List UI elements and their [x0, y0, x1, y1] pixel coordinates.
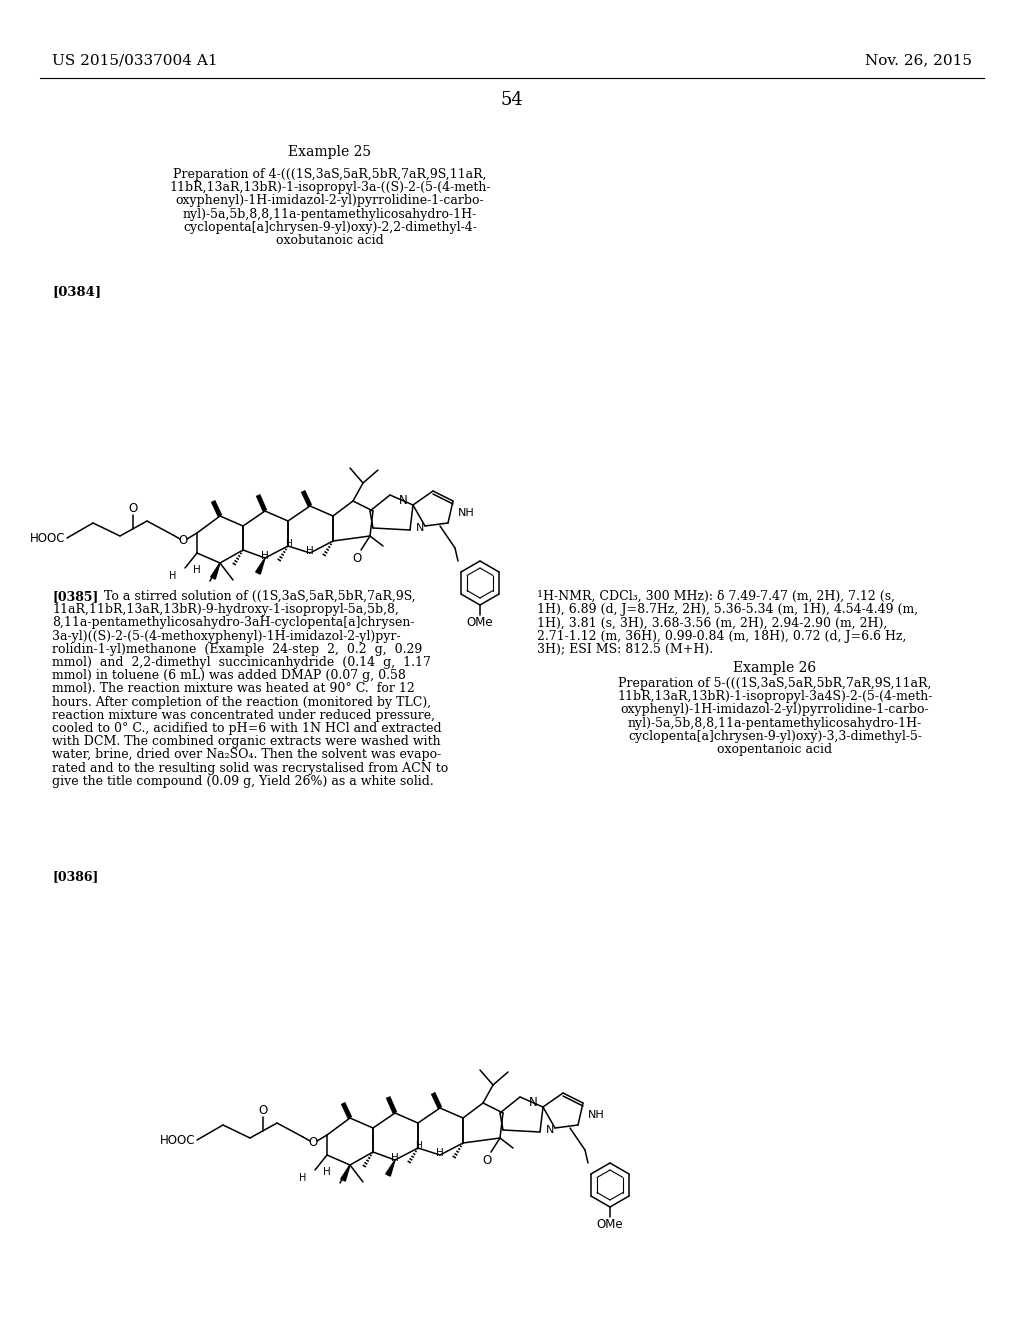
Text: cyclopenta[a]chrysen-9-yl)oxy)-3,3-dimethyl-5-: cyclopenta[a]chrysen-9-yl)oxy)-3,3-dimet… [628, 730, 922, 743]
Text: N: N [528, 1096, 538, 1109]
Text: HOOC: HOOC [30, 532, 65, 544]
Text: mmol)  and  2,2-dimethyl  succinicanhydride  (0.14  g,  1.17: mmol) and 2,2-dimethyl succinicanhydride… [52, 656, 431, 669]
Text: Preparation of 4-(((1S,3aS,5aR,5bR,7aR,9S,11aR,: Preparation of 4-(((1S,3aS,5aR,5bR,7aR,9… [173, 168, 486, 181]
Text: mmol) in toluene (6 mL) was added DMAP (0.07 g, 0.58: mmol) in toluene (6 mL) was added DMAP (… [52, 669, 406, 682]
Text: 2.71-1.12 (m, 36H), 0.99-0.84 (m, 18H), 0.72 (d, J=6.6 Hz,: 2.71-1.12 (m, 36H), 0.99-0.84 (m, 18H), … [537, 630, 906, 643]
Text: hours. After completion of the reaction (monitored by TLC),: hours. After completion of the reaction … [52, 696, 431, 709]
Polygon shape [386, 1160, 395, 1176]
Text: H: H [261, 550, 269, 561]
Text: H: H [306, 546, 314, 556]
Polygon shape [341, 1166, 350, 1181]
Text: oxyphenyl)-1H-imidazol-2-yl)pyrrolidine-1-carbo-: oxyphenyl)-1H-imidazol-2-yl)pyrrolidine-… [176, 194, 484, 207]
Text: 1H), 3.81 (s, 3H), 3.68-3.56 (m, 2H), 2.94-2.90 (m, 2H),: 1H), 3.81 (s, 3H), 3.68-3.56 (m, 2H), 2.… [537, 616, 887, 630]
Text: Example 26: Example 26 [733, 661, 816, 675]
Text: with DCM. The combined organic extracts were washed with: with DCM. The combined organic extracts … [52, 735, 440, 748]
Text: Example 25: Example 25 [289, 145, 372, 158]
Text: Nov. 26, 2015: Nov. 26, 2015 [865, 53, 972, 67]
Text: nyl)-5a,5b,8,8,11a-pentamethylicosahydro-1H-: nyl)-5a,5b,8,8,11a-pentamethylicosahydro… [628, 717, 923, 730]
Text: HOOC: HOOC [160, 1134, 195, 1147]
Text: O: O [482, 1154, 492, 1167]
Text: [0384]: [0384] [52, 285, 101, 298]
Polygon shape [211, 564, 220, 579]
Text: H: H [299, 1173, 306, 1183]
Text: H: H [169, 572, 177, 581]
Text: oxyphenyl)-1H-imidazol-2-yl)pyrrolidine-1-carbo-: oxyphenyl)-1H-imidazol-2-yl)pyrrolidine-… [621, 704, 930, 717]
Text: To a stirred solution of ((1S,3aS,5aR,5bR,7aR,9S,: To a stirred solution of ((1S,3aS,5aR,5b… [104, 590, 416, 603]
Text: cooled to 0° C., acidified to pH=6 with 1N HCl and extracted: cooled to 0° C., acidified to pH=6 with … [52, 722, 441, 735]
Text: mmol). The reaction mixture was heated at 90° C.  for 12: mmol). The reaction mixture was heated a… [52, 682, 415, 696]
Text: [0386]: [0386] [52, 870, 98, 883]
Text: 11bR,13aR,13bR)-1-isopropyl-3a4S)-2-(5-(4-meth-: 11bR,13aR,13bR)-1-isopropyl-3a4S)-2-(5-(… [617, 690, 933, 704]
Text: cyclopenta[a]chrysen-9-yl)oxy)-2,2-dimethyl-4-: cyclopenta[a]chrysen-9-yl)oxy)-2,2-dimet… [183, 220, 477, 234]
Text: US 2015/0337004 A1: US 2015/0337004 A1 [52, 53, 218, 67]
Text: H: H [436, 1148, 443, 1158]
Text: NH: NH [458, 508, 475, 517]
Text: O: O [178, 533, 187, 546]
Text: O: O [258, 1104, 267, 1117]
Text: 54: 54 [501, 91, 523, 110]
Text: OMe: OMe [597, 1218, 624, 1232]
Text: 11aR,11bR,13aR,13bR)-9-hydroxy-1-isopropyl-5a,5b,8,: 11aR,11bR,13aR,13bR)-9-hydroxy-1-isoprop… [52, 603, 399, 616]
Polygon shape [256, 558, 265, 574]
Text: 3a-yl)((S)-2-(5-(4-methoxyphenyl)-1H-imidazol-2-yl)pyr-: 3a-yl)((S)-2-(5-(4-methoxyphenyl)-1H-imi… [52, 630, 400, 643]
Text: H: H [324, 1167, 331, 1177]
Text: H: H [194, 565, 201, 576]
Text: give the title compound (0.09 g, Yield 26%) as a white solid.: give the title compound (0.09 g, Yield 2… [52, 775, 434, 788]
Text: rolidin-1-yl)methanone  (Example  24-step  2,  0.2  g,  0.29: rolidin-1-yl)methanone (Example 24-step … [52, 643, 422, 656]
Text: N: N [546, 1125, 554, 1135]
Text: OMe: OMe [467, 616, 494, 630]
Text: oxobutanoic acid: oxobutanoic acid [276, 234, 384, 247]
Text: 11bR,13aR,13bR)-1-isopropyl-3a-((S)-2-(5-(4-meth-: 11bR,13aR,13bR)-1-isopropyl-3a-((S)-2-(5… [169, 181, 490, 194]
Text: Preparation of 5-(((1S,3aS,5aR,5bR,7aR,9S,11aR,: Preparation of 5-(((1S,3aS,5aR,5bR,7aR,9… [618, 677, 932, 690]
Text: 1: 1 [537, 590, 544, 599]
Text: 1H), 6.89 (d, J=8.7Hz, 2H), 5.36-5.34 (m, 1H), 4.54-4.49 (m,: 1H), 6.89 (d, J=8.7Hz, 2H), 5.36-5.34 (m… [537, 603, 919, 616]
Text: NH: NH [588, 1110, 605, 1119]
Text: 3H); ESI MS: 812.5 (M+H).: 3H); ESI MS: 812.5 (M+H). [537, 643, 713, 656]
Text: oxopentanoic acid: oxopentanoic acid [718, 743, 833, 756]
Text: O: O [308, 1135, 317, 1148]
Text: H-NMR, CDCl₃, 300 MHz): δ 7.49-7.47 (m, 2H), 7.12 (s,: H-NMR, CDCl₃, 300 MHz): δ 7.49-7.47 (m, … [543, 590, 895, 603]
Text: rated and to the resulting solid was recrystalised from ACN to: rated and to the resulting solid was rec… [52, 762, 449, 775]
Text: water, brine, dried over Na₂SO₄. Then the solvent was evapo-: water, brine, dried over Na₂SO₄. Then th… [52, 748, 441, 762]
Text: N: N [398, 494, 408, 507]
Text: H: H [391, 1152, 399, 1163]
Text: O: O [128, 502, 137, 515]
Text: reaction mixture was concentrated under reduced pressure,: reaction mixture was concentrated under … [52, 709, 435, 722]
Text: nyl)-5a,5b,8,8,11a-pentamethylicosahydro-1H-: nyl)-5a,5b,8,8,11a-pentamethylicosahydro… [183, 207, 477, 220]
Text: H: H [415, 1142, 421, 1151]
Text: 8,11a-pentamethylicosahydro-3aH-cyclopenta[a]chrysen-: 8,11a-pentamethylicosahydro-3aH-cyclopen… [52, 616, 415, 630]
Text: [0385]: [0385] [52, 590, 98, 603]
Text: H: H [285, 540, 292, 549]
Text: O: O [352, 552, 361, 565]
Text: N: N [416, 523, 424, 533]
